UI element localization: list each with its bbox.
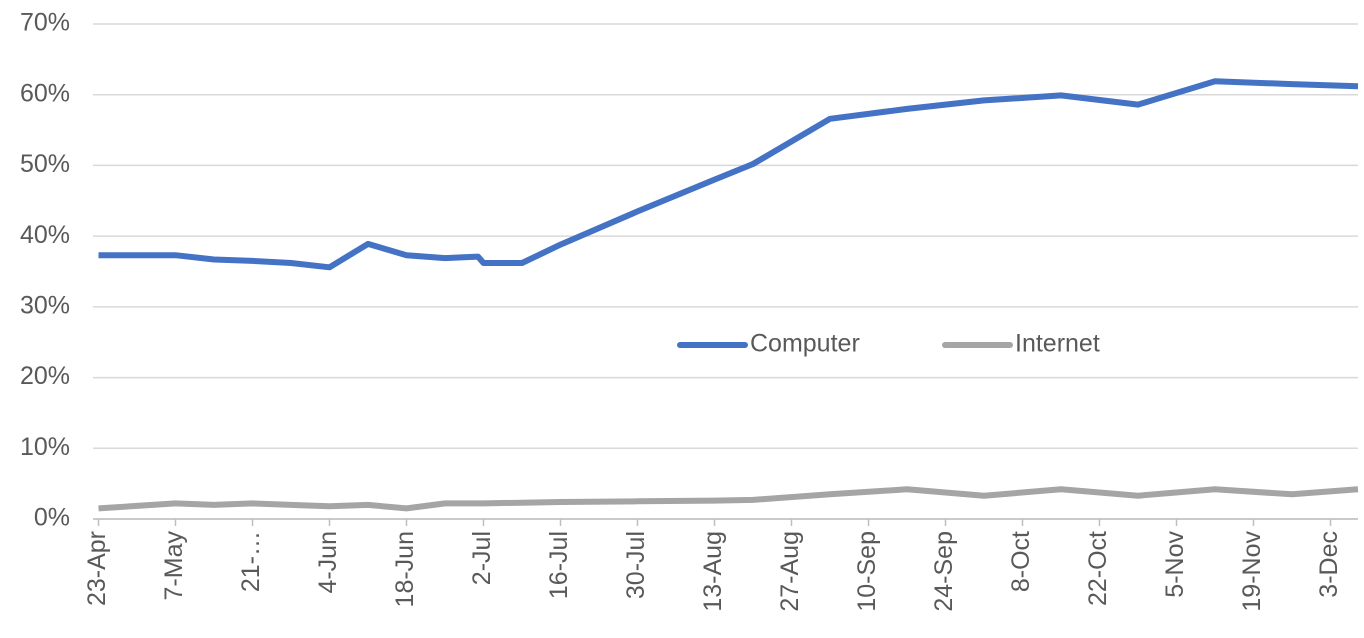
y-tick-label: 40% — [20, 221, 70, 249]
x-tick-label: 4-Jun — [314, 531, 342, 594]
y-tick-label: 0% — [34, 504, 70, 532]
x-tick-label: 13-Aug — [699, 531, 727, 612]
legend-label: Computer — [750, 330, 860, 358]
x-tick-label: 16-Jul — [545, 531, 573, 599]
x-tick-label: 18-Jun — [391, 531, 419, 607]
x-tick-label: 2-Jul — [468, 531, 496, 585]
y-tick-label: 50% — [20, 150, 70, 178]
series-line — [98, 486, 1359, 512]
x-tick-label: 22-Oct — [1084, 531, 1112, 606]
x-tick-label: 7-May — [160, 531, 188, 601]
y-tick-label: 20% — [20, 362, 70, 390]
x-tick-label: 24-Sep — [930, 531, 958, 612]
x-tick-label: 30-Jul — [622, 531, 650, 599]
y-tick-label: 70% — [20, 9, 70, 37]
x-tick-label: 21-… — [237, 531, 265, 592]
series-line — [98, 78, 1359, 271]
x-tick-label: 5-Nov — [1161, 531, 1189, 598]
y-tick-label: 60% — [20, 79, 70, 107]
y-tick-label: 10% — [20, 433, 70, 461]
x-tick-label: 23-Apr — [83, 531, 111, 606]
x-tick-label: 27-Aug — [776, 531, 804, 612]
legend-label: Internet — [1015, 330, 1100, 358]
x-tick-label: 19-Nov — [1238, 531, 1266, 612]
y-tick-label: 30% — [20, 291, 70, 319]
x-tick-label: 10-Sep — [853, 531, 881, 612]
x-tick-label: 3-Dec — [1315, 531, 1343, 598]
x-tick-label: 8-Oct — [1007, 531, 1035, 592]
